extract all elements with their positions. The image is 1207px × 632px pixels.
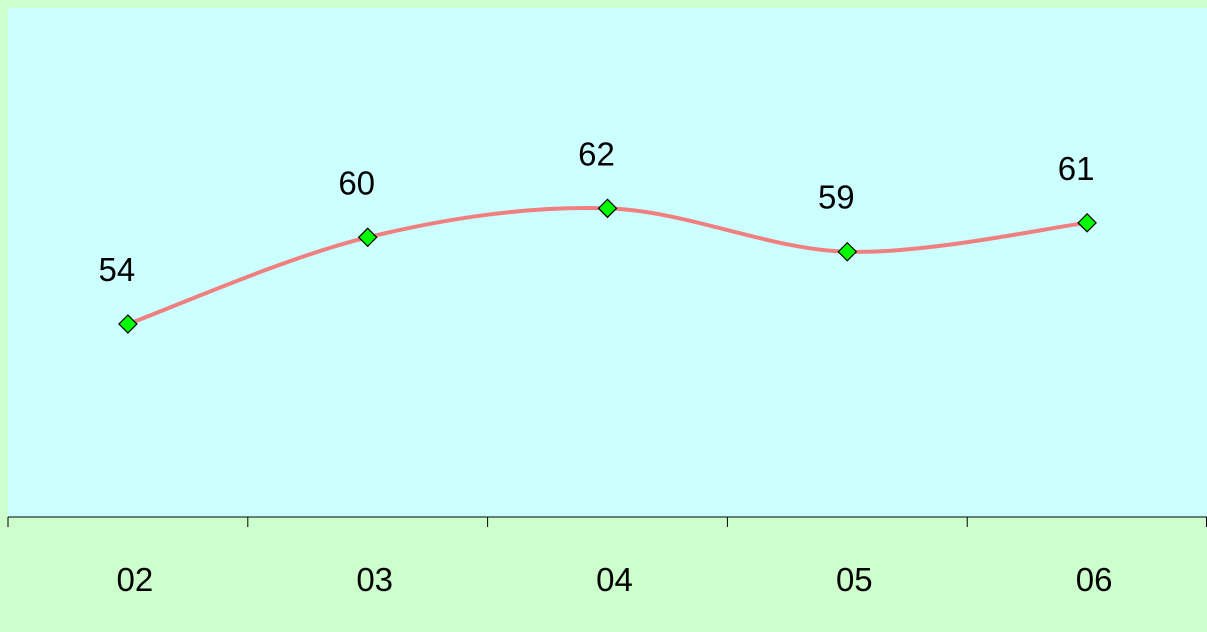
marker-layer xyxy=(118,198,1097,334)
x-tick-label: 04 xyxy=(596,561,633,598)
x-tick-label: 05 xyxy=(836,561,873,598)
x-tick-label: 02 xyxy=(117,561,154,598)
x-axis xyxy=(7,516,1207,527)
data-point-marker xyxy=(1077,212,1097,233)
x-tick-label: 03 xyxy=(356,561,393,598)
data-label: 61 xyxy=(1058,150,1095,187)
plot-area xyxy=(8,8,1207,517)
data-label: 54 xyxy=(99,251,136,288)
data-point-marker xyxy=(118,314,138,334)
data-point-marker xyxy=(357,227,378,248)
data-label: 60 xyxy=(338,164,375,201)
data-label: 59 xyxy=(818,179,855,216)
data-point-marker xyxy=(597,198,618,219)
x-tick-label-layer: 02 03 04 05 06 xyxy=(117,561,1113,598)
x-tick-label: 06 xyxy=(1076,561,1113,598)
data-label-layer: 54 60 62 59 61 xyxy=(99,135,1095,288)
data-point-marker xyxy=(837,241,858,262)
data-label: 62 xyxy=(578,135,615,172)
